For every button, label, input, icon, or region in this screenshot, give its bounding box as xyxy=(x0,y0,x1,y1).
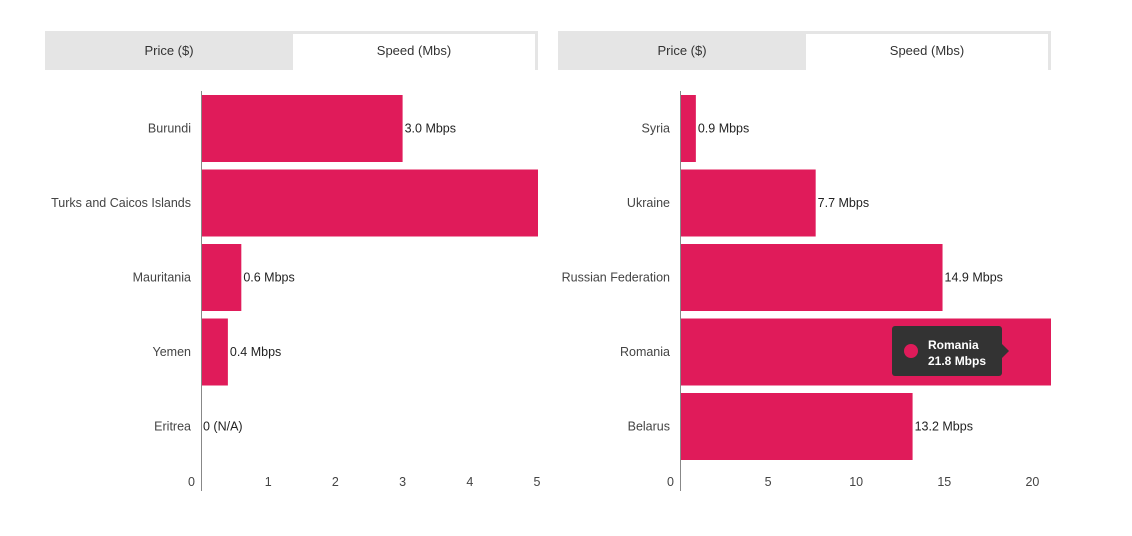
bar-turks-and-caicos-islands xyxy=(201,169,538,237)
x-tick-label: 5 xyxy=(765,475,772,489)
tab-price[interactable]: Price ($) xyxy=(144,43,194,58)
data-label: 0 (N/A) xyxy=(203,420,243,434)
tooltip-name: Romania xyxy=(928,338,979,352)
bar-belarus xyxy=(680,393,913,460)
tab-speed[interactable]: Speed (Mbs) xyxy=(293,34,535,70)
x-tick-label: 2 xyxy=(332,475,339,489)
category-label: Yemen xyxy=(153,345,192,359)
tooltip-value: 21.8 Mbps xyxy=(928,354,987,368)
tab-bar-edge xyxy=(535,31,538,70)
data-label: 14.9 Mbps xyxy=(945,271,1003,285)
x-tick-label: 20 xyxy=(1025,475,1039,489)
chart-panel-right: Price ($) Speed (Mbs) Syria 0.9 Mbps Ukrai… xyxy=(558,31,1051,501)
tooltip-series-dot xyxy=(904,344,918,358)
data-label: 0.9 Mbps xyxy=(698,122,749,136)
category-label: Romania xyxy=(620,345,670,359)
tab-bar-edge xyxy=(1048,31,1051,70)
tab-bar: Price ($) Speed (Mbs) xyxy=(45,31,538,70)
bar-mauritania xyxy=(201,244,242,311)
category-label: Belarus xyxy=(628,420,670,434)
bar-ukraine xyxy=(680,169,816,237)
data-label: 0.4 Mbps xyxy=(230,345,281,359)
category-label: Burundi xyxy=(148,122,191,136)
data-label: 3.0 Mbps xyxy=(405,122,456,136)
bar-syria xyxy=(680,95,696,162)
bar-chart-left: Burundi 3.0 Mbps Turks and Caicos Islands M… xyxy=(51,91,541,491)
x-tick-label: 5 xyxy=(534,475,541,489)
tab-bar: Price ($) Speed (Mbs) xyxy=(558,31,1051,70)
x-tick-label: 0 xyxy=(667,475,674,489)
x-tick-label: 10 xyxy=(849,475,863,489)
category-label: Russian Federation xyxy=(562,271,670,285)
bar-yemen xyxy=(201,318,228,386)
chart-panel-left: Price ($) Speed (Mbs) Burundi 3.0 Mbps Tur… xyxy=(45,31,541,501)
tab-price[interactable]: Price ($) xyxy=(657,43,707,58)
bar-burundi xyxy=(201,95,403,162)
data-label: 7.7 Mbps xyxy=(818,196,869,210)
bar-russian-federation xyxy=(680,244,943,311)
category-label: Turks and Caicos Islands xyxy=(51,196,191,210)
category-label: Ukraine xyxy=(627,196,670,210)
data-label: 13.2 Mbps xyxy=(915,420,973,434)
bar-chart-right: Syria 0.9 Mbps Ukraine 7.7 Mbps Russian Fede… xyxy=(562,91,1051,491)
x-tick-label: 4 xyxy=(466,475,473,489)
tab-speed[interactable]: Speed (Mbs) xyxy=(806,34,1048,70)
category-label: Syria xyxy=(642,122,671,136)
data-label: 0.6 Mbps xyxy=(243,271,294,285)
x-tick-label: 15 xyxy=(937,475,951,489)
x-tick-label: 0 xyxy=(188,475,195,489)
tooltip: Romania 21.8 Mbps xyxy=(892,326,1009,376)
category-label: Eritrea xyxy=(154,420,191,434)
x-tick-label: 1 xyxy=(265,475,272,489)
x-tick-label: 3 xyxy=(399,475,406,489)
category-label: Mauritania xyxy=(133,271,191,285)
